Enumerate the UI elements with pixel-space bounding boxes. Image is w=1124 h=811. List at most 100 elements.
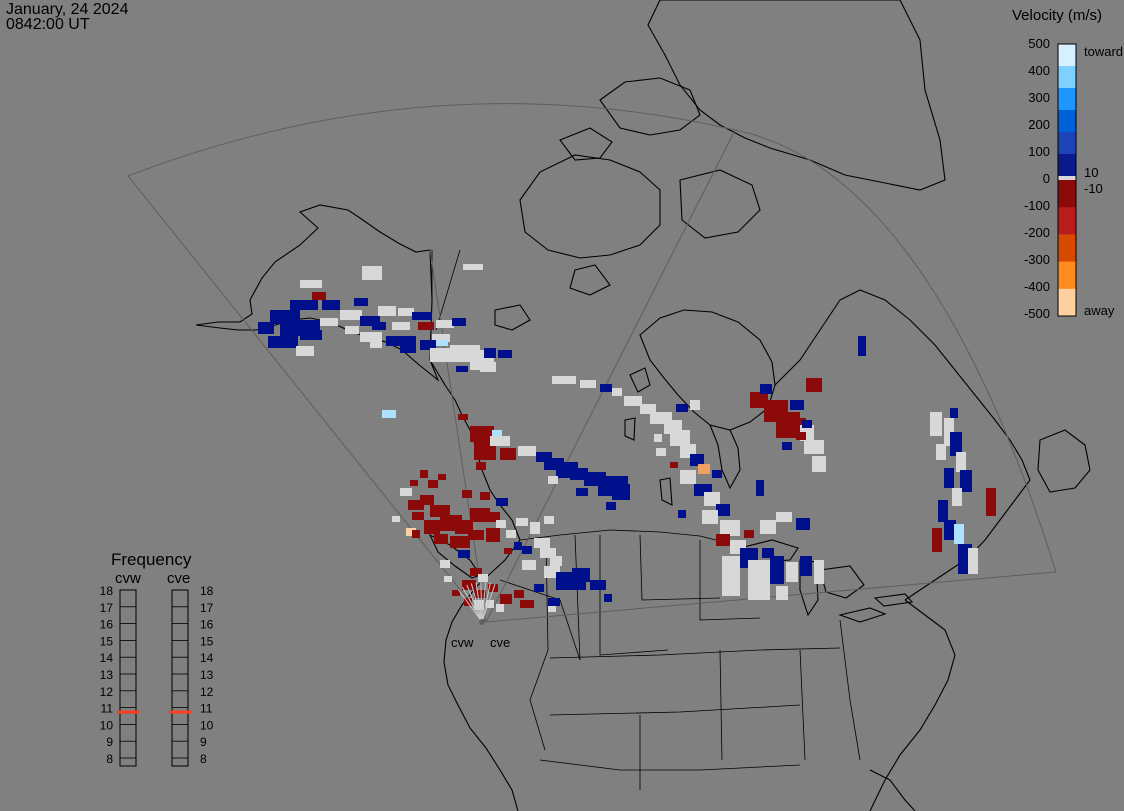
radar-echo-cell [944,418,954,446]
radar-echo-cell [600,384,612,392]
radar-echo-cell [548,476,558,484]
radar-echo-cell [776,586,788,600]
radar-site-markers: cvw cve [451,619,510,650]
radar-echo-cell [498,350,512,358]
radar-echo-cell [458,550,470,558]
frequency-tick-right: 8 [200,752,207,766]
radar-echo-cell [722,556,740,596]
radar-echo-cell [690,400,700,410]
frequency-tick-left: 11 [101,702,114,716]
radar-echo-cell [296,346,314,356]
radar-site-label-cve: cve [490,635,510,650]
radar-echo-cell [576,488,588,496]
radar-echo-cell [444,576,452,582]
radar-echo-cell [450,536,470,548]
radar-echo-cell [516,518,528,526]
radar-site-dot [479,619,485,625]
frequency-tick-left: 13 [100,668,114,682]
radar-echo-cell [322,300,340,310]
radar-echo-cell [540,548,556,558]
radar-echo-cell [748,560,770,600]
radar-echo-cell [698,464,710,474]
velocity-tick-label: 100 [1028,144,1050,159]
radar-echo-cell [400,345,416,353]
radar-echo-cell [372,322,386,330]
velocity-bar-segment [1058,110,1076,133]
velocity-bar-segment [1058,66,1076,89]
radar-echo-cell [790,400,804,410]
velocity-bar-segment [1058,44,1076,67]
velocity-bar-frame [1057,43,1077,317]
radar-echo-cell [932,528,942,552]
radar-echo-cell [712,470,722,478]
velocity-tick-label: 200 [1028,117,1050,132]
radar-echo-cell [952,488,962,506]
frequency-tick-right: 15 [200,634,214,648]
frequency-tick-left: 14 [100,651,114,665]
velocity-bar-segment [1058,180,1076,208]
radar-echo-cell [720,520,740,536]
radar-echo-cell [434,534,448,544]
velocity-bar-segment [1058,207,1076,235]
frequency-marker [169,710,191,714]
radar-echo-cell [496,604,504,612]
radar-echo-cell [812,456,826,472]
radar-echo-cell [956,452,966,472]
frequency-tick-right: 17 [200,601,214,615]
radar-echo-cell [986,488,996,516]
radar-echo-cell [410,480,418,486]
radar-echo-cell [786,562,798,582]
radar-echo-cell [590,580,606,590]
radar-echo-cell [386,336,416,346]
radar-echo-cell [760,384,772,394]
velocity-scale-title: Velocity (m/s) [1012,7,1102,24]
radar-echo-cell [438,474,446,480]
radar-echo-cell [312,292,326,300]
radar-echo-cell [320,318,338,326]
radar-echo-cell [944,520,956,540]
frequency-title: Frequency [111,550,192,569]
radar-echo-cell [954,524,964,544]
radar-beam-line [481,582,487,623]
radar-echo-cell [463,264,483,270]
radar-echo-cell [670,462,678,468]
velocity-bar-ground-segment [1058,176,1076,180]
radar-echo-cell [760,520,776,534]
radar-echo-cell [530,522,540,534]
radar-echo-cell [476,462,486,470]
radar-echo-cell [750,392,768,408]
radar-echo-cell [496,498,508,506]
radar-echo-cell [478,574,488,582]
radar-echo-cell [462,580,476,590]
radar-beam-line [481,584,496,623]
radar-echo-cell [360,332,382,342]
radar-echo-cell [430,505,450,517]
radar-echo-cell [640,404,656,414]
radar-echo-cell [360,316,380,326]
radar-echo-cell [670,430,690,446]
radar-echo-cell [378,306,396,316]
radar-echo-cell [382,410,396,418]
frequency-tick-left: 18 [100,584,114,598]
radar-echo-cell [452,590,460,596]
radar-echo-cell [612,484,630,500]
radar-echo-cell [950,432,962,456]
border-layer [431,249,861,790]
radar-echo-cell [534,538,550,548]
radar-echo-cell [462,490,472,498]
radar-echo-cell [716,504,730,516]
radar-echo-cell [268,336,298,348]
radar-echo-cell [702,510,718,524]
radar-beam-line [458,589,483,623]
radar-echo-cell [434,340,448,346]
radar-echo-cell [654,434,662,442]
frequency-tick-right: 12 [200,685,214,699]
time-label: 0842:00 UT [6,16,90,33]
radar-echo-cell [776,512,792,522]
radar-echo-cell [408,500,424,510]
radar-echo-cell [470,426,494,442]
radar-beam-line [481,582,491,623]
radar-echo-cell [400,488,412,496]
radar-echo-cell [534,584,544,592]
radar-site-label-cvw: cvw [451,635,474,650]
